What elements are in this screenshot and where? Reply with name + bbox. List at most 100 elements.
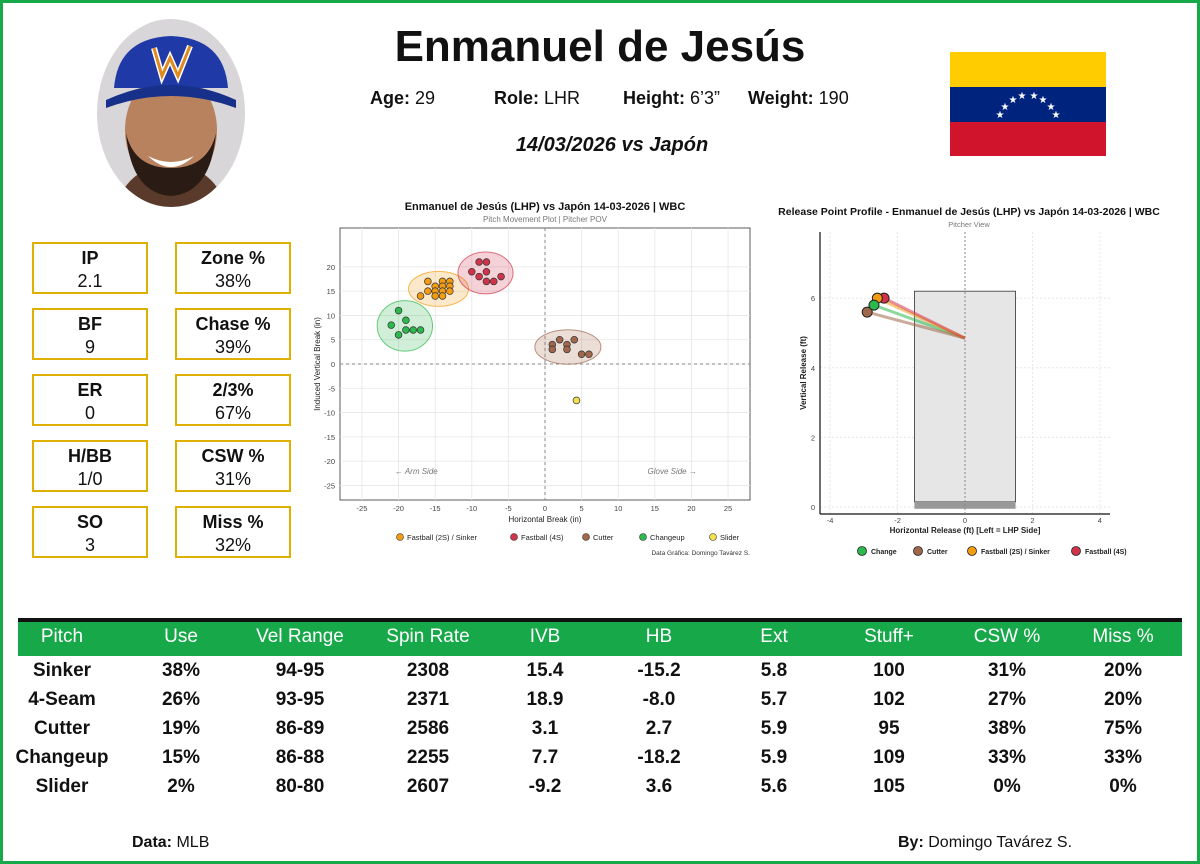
- table-header-cell: Pitch: [40, 626, 84, 647]
- table-cell: 109: [873, 747, 905, 768]
- stat-box: Miss % 32%: [175, 506, 291, 558]
- legend-marker: [582, 533, 590, 541]
- height-info: Height: 6’3”: [623, 88, 721, 108]
- pitch-point: [490, 277, 498, 286]
- table-row-pitch: 4-Seam: [28, 689, 96, 710]
- stat-value: 1/0: [77, 469, 103, 489]
- pitch-point: [468, 267, 476, 276]
- table-header-cell: IVB: [529, 626, 561, 647]
- table-cell: 86-89: [275, 718, 325, 739]
- table-header-cell: HB: [645, 626, 673, 647]
- table-top-rule: [18, 618, 1182, 622]
- y-tick-label: -10: [324, 409, 335, 418]
- svg-text:★: ★: [1009, 95, 1018, 106]
- table-cell: 0%: [1109, 776, 1137, 797]
- table-cell: 2607: [406, 776, 450, 797]
- y-tick-label: 10: [327, 311, 335, 320]
- pitch-point: [482, 267, 491, 276]
- table-cell: 86-88: [275, 747, 325, 768]
- age-info: Age: 29: [370, 88, 436, 108]
- pitch-point: [475, 272, 483, 281]
- y-axis-label: Induced Vertical Break (in): [313, 317, 322, 411]
- svg-text:★: ★: [1047, 102, 1056, 113]
- y-tick-label: 4: [811, 364, 815, 373]
- stat-label: H/BB: [68, 446, 112, 466]
- y-tick-label: -20: [324, 457, 335, 466]
- table-cell: -8.0: [642, 689, 676, 710]
- legend-label: Fastball (4S): [1085, 549, 1127, 556]
- pitch-cluster-ellipse: [376, 300, 434, 352]
- legend-marker: [709, 533, 717, 541]
- release-point: [861, 306, 873, 318]
- x-tick-label: 15: [651, 504, 659, 513]
- y-tick-label: 20: [327, 263, 335, 272]
- arm-side-annotation: ← Arm Side: [395, 467, 438, 476]
- stat-value: 3: [84, 535, 95, 555]
- table-cell: -9.2: [528, 776, 562, 797]
- stat-label: Miss %: [202, 512, 264, 532]
- legend-label: Cutter: [927, 549, 948, 556]
- legend-label: Fastball (4S): [521, 533, 564, 542]
- table-cell: 0%: [993, 776, 1021, 797]
- game-subtitle: 14/03/2026 vs Japón: [515, 134, 709, 156]
- chart-credit: Data Gráfica: Domingo Tavárez S.: [651, 550, 750, 557]
- table-cell: 15.4: [526, 660, 564, 681]
- pitch-point: [438, 292, 447, 300]
- table-cell: 38%: [987, 718, 1027, 739]
- venezuela-flag-icon: ★★★ ★ ★ ★★★: [950, 52, 1106, 156]
- pitch-point: [475, 258, 483, 266]
- table-header-cell: Spin Rate: [386, 626, 470, 647]
- pitch-point: [416, 326, 425, 334]
- pitch-point: [446, 287, 454, 295]
- table-cell: 100: [873, 660, 905, 681]
- data-source: Data: MLB: [132, 834, 210, 851]
- pitch-point: [548, 345, 557, 354]
- table-cell: 20%: [1103, 689, 1143, 710]
- stat-label: 2/3%: [212, 380, 254, 400]
- release-path: [883, 296, 966, 340]
- table-cell: 2586: [406, 718, 450, 739]
- table-cell: 3.1: [531, 718, 559, 739]
- pitch-point: [482, 258, 491, 266]
- y-tick-label: 2: [811, 433, 815, 442]
- x-tick-label: 20: [687, 504, 695, 513]
- table-cell: -15.2: [637, 660, 681, 681]
- table-row-pitch: Slider: [35, 776, 89, 797]
- y-tick-label: 0: [331, 360, 335, 369]
- legend-marker: [1071, 546, 1081, 556]
- y-tick-label: -15: [324, 433, 335, 442]
- table-header-cell: Stuff+: [864, 626, 914, 647]
- table-cell: 75%: [1103, 718, 1143, 739]
- x-tick-label: 4: [1098, 516, 1102, 525]
- svg-text:★: ★: [1039, 95, 1048, 106]
- svg-text:★: ★: [1030, 91, 1039, 102]
- table-cell: 31%: [987, 660, 1027, 681]
- y-tick-label: -5: [328, 384, 335, 393]
- legend-marker: [510, 533, 518, 541]
- table-cell: 2%: [167, 776, 195, 797]
- release-point-chart: Release Point Profile - Enmanuel de Jesú…: [778, 206, 1160, 556]
- stat-box: ER 0: [32, 374, 148, 426]
- x-tick-label: 5: [580, 504, 584, 513]
- pitch-point: [563, 345, 571, 354]
- table-cell: 15%: [161, 747, 201, 768]
- table-cell: 19%: [161, 718, 201, 739]
- table-cell: 94-95: [275, 660, 325, 681]
- table-cell: 5.6: [760, 776, 788, 797]
- legend-marker: [396, 533, 404, 541]
- y-tick-label: 0: [811, 503, 815, 512]
- x-tick-label: -5: [505, 504, 512, 513]
- x-tick-label: 0: [543, 504, 547, 513]
- table-header-cell: CSW %: [973, 626, 1041, 647]
- x-tick-label: -4: [827, 516, 834, 525]
- svg-text:★: ★: [1052, 110, 1061, 121]
- stat-value: 2.1: [77, 271, 103, 291]
- glove-side-annotation: Glove Side →: [648, 467, 697, 476]
- pitch-point: [387, 321, 395, 329]
- table-cell: 5.8: [760, 660, 788, 681]
- pitch-point: [585, 350, 593, 359]
- stat-box: BF 9: [32, 308, 148, 360]
- table-cell: 38%: [161, 660, 201, 681]
- stat-box: Chase % 39%: [175, 308, 291, 360]
